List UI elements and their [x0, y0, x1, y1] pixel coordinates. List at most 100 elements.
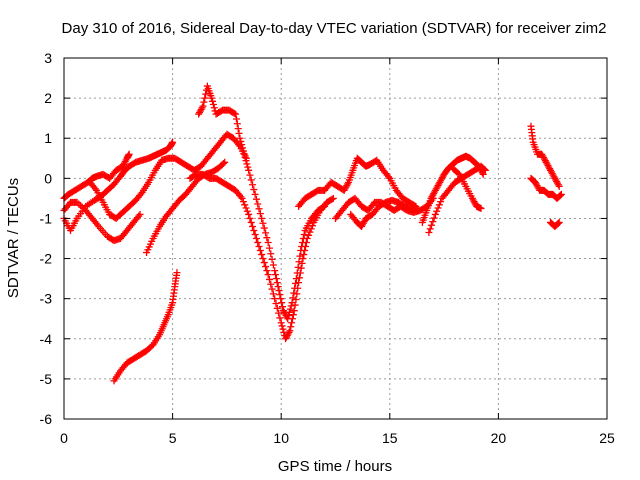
data-point — [481, 166, 489, 174]
data-point — [91, 185, 99, 193]
data-point — [264, 271, 272, 279]
plot-frame — [63, 57, 608, 420]
data-point — [430, 214, 438, 222]
x-tick-label: 15 — [382, 430, 398, 446]
data-point — [428, 221, 436, 229]
data-point — [235, 129, 243, 137]
data-point — [251, 230, 259, 238]
data-point — [271, 267, 279, 275]
data-point — [276, 314, 284, 322]
data-point — [244, 163, 252, 171]
data-point — [137, 190, 145, 198]
y-tick-label: 2 — [44, 90, 52, 106]
series-arc-6 — [110, 269, 181, 385]
series-arc-8 — [186, 170, 337, 343]
data-point — [252, 195, 260, 203]
data-point — [219, 159, 227, 167]
data-point — [230, 109, 238, 117]
data-point — [250, 226, 258, 234]
data-point — [199, 102, 207, 110]
series-arc-17 — [547, 218, 563, 230]
data-point — [344, 180, 352, 188]
data-point — [295, 279, 303, 287]
data-point — [254, 200, 262, 208]
data-point — [301, 247, 309, 255]
data-point — [243, 207, 251, 215]
series-arc-15 — [527, 122, 563, 190]
series-arc-13 — [425, 162, 489, 236]
data-point — [285, 308, 293, 316]
data-point — [239, 198, 247, 206]
data-point — [435, 201, 443, 209]
data-point — [258, 251, 266, 259]
data-point — [292, 295, 300, 303]
data-point — [238, 141, 246, 149]
grid — [64, 58, 607, 419]
data-point — [200, 98, 208, 106]
data-point — [259, 219, 267, 227]
data-point — [252, 235, 260, 242]
data-point — [285, 328, 293, 336]
data-point — [173, 269, 181, 277]
y-tick-label: -2 — [40, 251, 53, 267]
data-point — [292, 275, 300, 283]
data-point — [242, 204, 250, 212]
data-point — [303, 235, 311, 242]
data-point — [260, 259, 268, 267]
data-point — [437, 198, 445, 206]
data-point — [237, 137, 245, 145]
data-point — [271, 295, 279, 303]
data-point — [169, 138, 177, 146]
series-arc-4 — [86, 130, 250, 222]
data-point — [239, 144, 247, 152]
data-point — [77, 202, 85, 210]
data-point — [249, 181, 257, 189]
data-point — [251, 190, 259, 198]
data-point — [555, 218, 563, 226]
data-point — [246, 171, 254, 179]
data-point — [237, 193, 245, 201]
data-point — [286, 305, 294, 313]
data-point — [480, 166, 488, 174]
data-point — [289, 294, 297, 302]
chart-title: Day 310 of 2016, Sidereal Day-to-day VTE… — [62, 20, 607, 37]
data-point — [425, 228, 433, 236]
data-point — [294, 284, 302, 292]
data-point — [238, 194, 246, 202]
data-point — [557, 190, 565, 198]
y-tick-label: 0 — [44, 170, 52, 186]
data-point — [328, 195, 336, 203]
data-point — [477, 204, 485, 212]
x-tick-label: 5 — [169, 430, 177, 446]
data-point — [233, 120, 241, 128]
series-arc-12 — [418, 152, 487, 226]
data-point — [236, 134, 244, 142]
data-point — [256, 210, 264, 218]
data-point — [300, 251, 308, 259]
data-point — [426, 225, 434, 233]
data-point — [288, 315, 296, 323]
data-point — [429, 218, 437, 226]
data-point — [278, 299, 286, 307]
data-point — [278, 322, 286, 330]
data-point — [245, 166, 253, 174]
data-point — [434, 204, 442, 212]
data-point — [262, 263, 270, 271]
data-point — [263, 234, 271, 242]
data-point — [260, 224, 268, 232]
data-point — [265, 244, 273, 252]
data-point — [272, 275, 280, 283]
data-point — [234, 125, 242, 133]
data-point — [250, 186, 258, 194]
data-point — [246, 214, 254, 222]
data-point — [289, 311, 297, 319]
data-point — [555, 182, 563, 190]
data-point — [273, 304, 281, 312]
data-point — [125, 150, 133, 158]
data-point — [295, 258, 303, 266]
data-point — [299, 255, 307, 263]
data-point — [269, 290, 277, 298]
data-point — [290, 289, 298, 297]
y-tick-label: -3 — [40, 291, 53, 307]
